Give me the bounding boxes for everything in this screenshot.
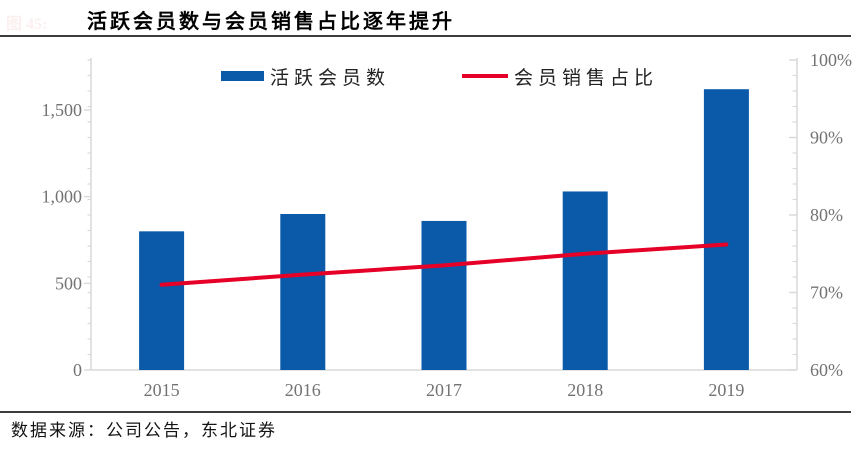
chart-title: 活跃会员数与会员销售占比逐年提升 <box>87 11 455 33</box>
legend-label-member-sales-ratio: 会员销售占比 <box>514 67 659 89</box>
bar-series-swatch-icon <box>221 71 264 81</box>
bar-2015 <box>139 231 185 370</box>
data-source-note: 数据来源：公司公告，东北证券 <box>11 421 277 440</box>
right-axis-tick-label: 80% <box>810 205 843 225</box>
footer-rule <box>0 411 851 413</box>
legend-item-active-members: 活跃会员数 <box>221 65 391 89</box>
bar-2018 <box>562 191 608 370</box>
figure-number-label: 图 45: <box>6 16 48 33</box>
title-underline-rule <box>0 35 851 37</box>
x-axis-category-label: 2017 <box>426 380 462 400</box>
x-axis-category-label: 2016 <box>285 380 321 400</box>
right-axis-tick-label: 100% <box>810 50 852 70</box>
left-axis-tick-label: 0 <box>73 360 82 380</box>
x-axis-category-label: 2015 <box>144 380 180 400</box>
left-axis-tick-label: 1,500 <box>42 100 83 120</box>
line-series-swatch-icon <box>462 74 508 78</box>
right-axis-tick-label: 70% <box>810 283 843 303</box>
member-sales-ratio-line <box>159 242 729 287</box>
right-axis-tick-label: 90% <box>810 128 843 148</box>
x-axis-category-label: 2018 <box>567 380 603 400</box>
bar-2017 <box>421 220 467 370</box>
left-axis-tick-label: 1,000 <box>42 187 83 207</box>
x-axis-category-label: 2019 <box>708 380 744 400</box>
right-axis-tick-label: 60% <box>810 360 843 380</box>
legend-item-member-sales-ratio: 会员销售占比 <box>462 65 659 89</box>
bar-2016 <box>280 214 326 370</box>
bar-2019 <box>703 89 749 370</box>
left-axis-tick-label: 500 <box>55 273 82 293</box>
legend-label-active-members: 活跃会员数 <box>270 67 391 89</box>
